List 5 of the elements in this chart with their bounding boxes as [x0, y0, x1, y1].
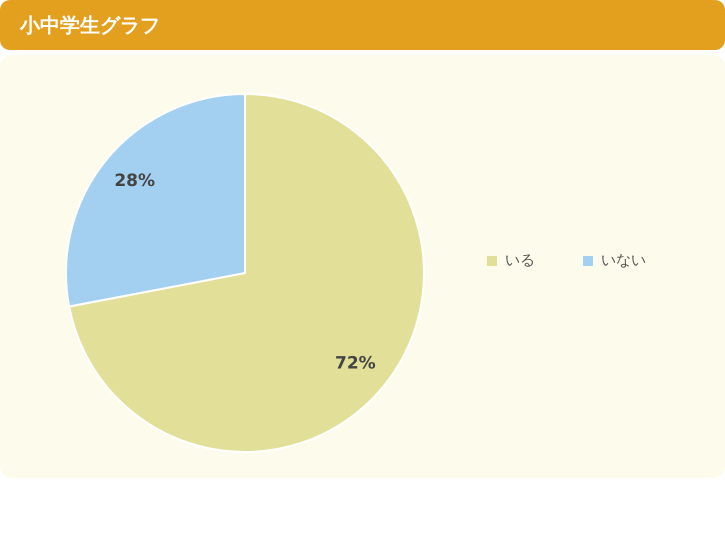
- data-label: 28%: [114, 171, 156, 192]
- data-label: 72%: [334, 354, 376, 374]
- chart-title: 小中学生グラフ: [0, 0, 725, 50]
- legend-label: いる: [505, 251, 535, 270]
- legend-label: いない: [601, 251, 646, 270]
